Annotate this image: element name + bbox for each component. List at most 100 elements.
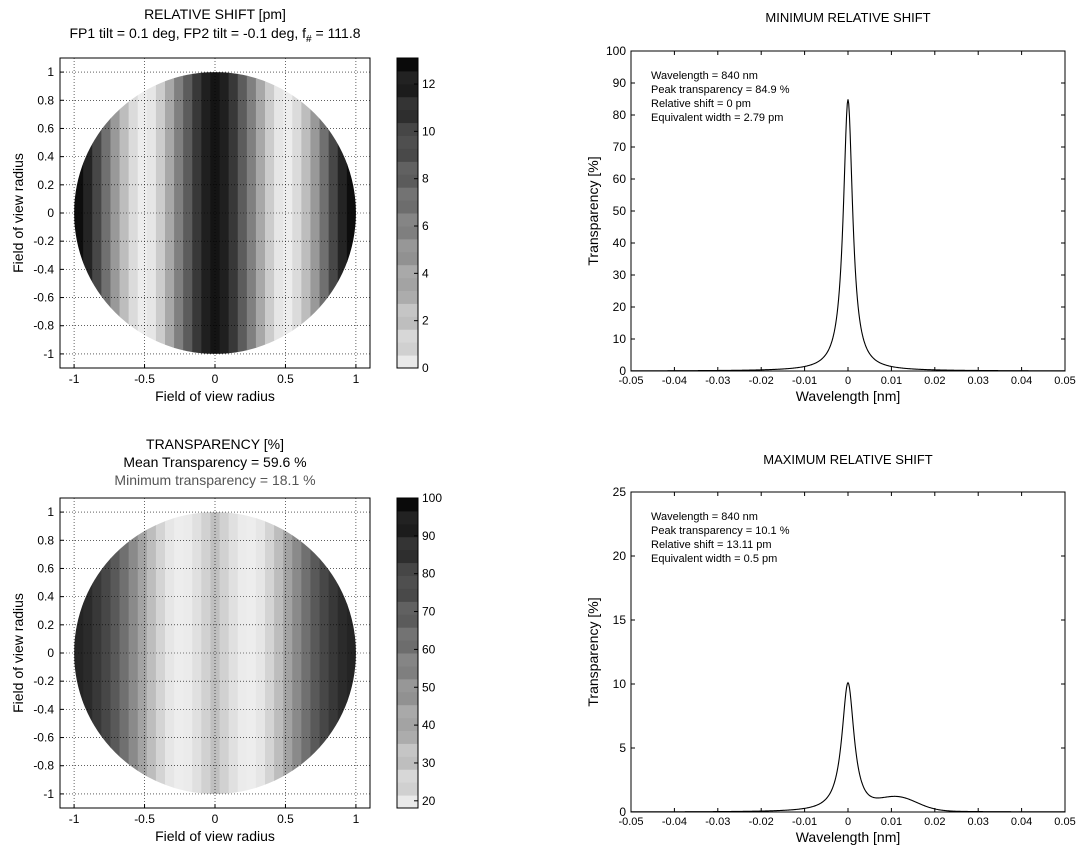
heatmap-stripe (101, 512, 112, 794)
heatmap-stripe (165, 512, 175, 794)
heatmap-stripe (255, 512, 266, 794)
colorbar-band (397, 665, 418, 680)
y-tick-label: 0 (619, 364, 626, 378)
heatmap-stripe (246, 72, 257, 354)
colorbar-tick-label: 30 (422, 756, 436, 770)
heatmap-stripe (237, 512, 248, 794)
x-tick-label: 0.03 (967, 375, 988, 387)
y-tick-label: 0.4 (37, 590, 54, 604)
y-tick-label: -0.2 (33, 234, 54, 248)
x-tick-label: 0 (212, 372, 219, 386)
heatmap-stripe (128, 512, 139, 794)
colorbar-band (397, 122, 418, 136)
colorbar-band (397, 355, 418, 369)
colorbar-band (397, 523, 418, 538)
colorbar-tick-label: 0 (422, 361, 429, 375)
y-tick-label: -0.8 (33, 319, 54, 333)
heatmap-stripe (155, 512, 166, 794)
x-tick-label: 0.02 (924, 375, 945, 387)
colorbar-tick-label: 2 (422, 314, 429, 328)
colorbar-band (397, 678, 418, 693)
y-tick-label: -1 (43, 347, 54, 361)
y-tick-label: 20 (613, 549, 627, 563)
colorbar-band (397, 225, 418, 240)
heatmap-stripe (119, 72, 130, 354)
x-tick-label: 1 (353, 812, 360, 826)
colorbar-band (397, 200, 418, 214)
heatmap-stripe (265, 72, 275, 354)
colorbar-tick-label: 90 (422, 529, 436, 543)
colorbar-band (397, 264, 418, 279)
chart-subtitle: FP1 tilt = 0.1 deg, FP2 tilt = -0.1 deg,… (69, 25, 360, 45)
y-tick-label: 1 (47, 65, 54, 79)
x-tick-label: 1 (353, 372, 360, 386)
colorbar-band (397, 148, 418, 162)
y-tick-label: 70 (613, 140, 627, 154)
x-tick-label: 0.5 (277, 372, 294, 386)
colorbar-band (397, 316, 418, 330)
y-tick-label: -0.2 (33, 674, 54, 688)
y-tick-label: 15 (613, 613, 627, 627)
chart-title: TRANSPARENCY [%] (146, 436, 284, 452)
x-tick-label: 0.02 (924, 816, 945, 828)
heatmap-stripe (201, 72, 212, 354)
y-tick-label: -1 (43, 787, 54, 801)
colorbar-band (397, 795, 418, 809)
colorbar-band (397, 601, 418, 615)
chart-panel-bottom-left: -1 -0.5 0 0.5 1 1 0.8 0.6 0.4 0.2 0 -0.2 -0.4 -0.6 -0.… (10, 436, 442, 844)
heatmap-stripe (155, 72, 166, 354)
heatmap-stripe (274, 72, 284, 354)
x-tick-label: 0.05 (1054, 375, 1075, 387)
heatmap-stripe (83, 512, 93, 794)
x-tick-label: -0.5 (134, 372, 155, 386)
colorbar-band (397, 161, 418, 175)
x-tick-label: -0.03 (705, 816, 730, 828)
heatmap-stripe (174, 72, 184, 354)
y-tick-label: 60 (613, 172, 627, 186)
colorbar-band (397, 58, 418, 72)
x-tick-label: -0.05 (618, 375, 643, 387)
heatmap-stripe (192, 512, 202, 794)
colorbar-band (397, 174, 418, 188)
heatmap-stripe (192, 72, 202, 354)
colorbar-tick-label: 70 (422, 605, 436, 619)
colorbar-band (397, 562, 418, 576)
x-tick-label: -0.03 (705, 375, 730, 387)
heatmap-stripe (92, 512, 102, 794)
colorbar-band (397, 782, 418, 796)
heatmap-stripe (210, 512, 221, 794)
colorbar-band (397, 277, 418, 291)
y-tick-label: 25 (613, 485, 627, 499)
colorbar-tick-label: 12 (422, 77, 436, 91)
colorbar-band (397, 510, 418, 525)
y-tick-label: -0.4 (33, 262, 54, 276)
y-tick-label: 0.8 (37, 93, 54, 107)
y-tick-label: 0.4 (37, 150, 54, 164)
x-tick-label: 0.03 (967, 816, 988, 828)
chart-subtitle: Minimum transparency = 18.1 % (114, 472, 315, 488)
x-axis-label: Wavelength [nm] (796, 829, 901, 845)
x-tick-label: -0.04 (662, 816, 687, 828)
x-tick-label: 0.01 (881, 816, 902, 828)
heatmap-stripe (137, 72, 148, 354)
colorbar-band (397, 83, 418, 98)
heatmap-stripe (183, 72, 193, 354)
annotation-text: Wavelength = 840 nm (651, 70, 758, 82)
colorbar-band (397, 96, 418, 111)
colorbar-band (397, 743, 418, 757)
annotation-text: Peak transparency = 84.9 % (651, 84, 790, 96)
heatmap-stripe (228, 72, 239, 354)
annotation-text: Wavelength = 840 nm (651, 511, 758, 523)
heatmap-stripe (265, 512, 275, 794)
x-tick-label: 0 (845, 816, 851, 828)
x-tick-label: 0.04 (1011, 816, 1032, 828)
x-tick-label: 0.5 (277, 812, 294, 826)
heatmap-stripe (219, 512, 230, 794)
x-tick-label: -1 (69, 372, 80, 386)
annotation-text: Relative shift = 13.11 pm (651, 539, 772, 551)
colorbar-tick-label: 20 (422, 794, 436, 808)
heatmap-stripe (246, 512, 257, 794)
y-tick-label: -0.6 (33, 731, 54, 745)
y-tick-label: -0.6 (33, 291, 54, 305)
